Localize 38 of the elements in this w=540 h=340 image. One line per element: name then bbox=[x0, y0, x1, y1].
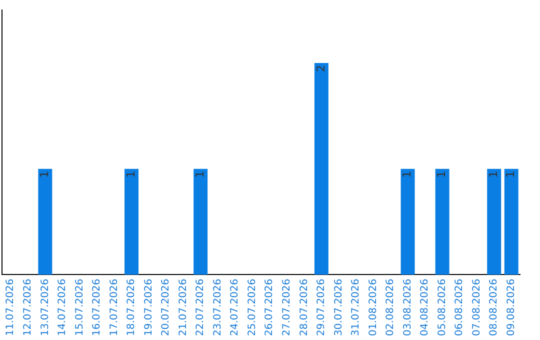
x-tick-label: 21.07.2026 bbox=[178, 278, 189, 336]
x-tick-label: 04.08.2026 bbox=[420, 278, 431, 336]
x-tick-label: 11.07.2026 bbox=[5, 278, 16, 336]
data-label: 1 bbox=[193, 170, 206, 178]
x-tick-label: 07.08.2026 bbox=[471, 278, 482, 336]
x-tick-label: 06.08.2026 bbox=[454, 278, 466, 336]
x-tick-label: 24.07.2026 bbox=[230, 278, 241, 336]
x-tick-label: 01.08.2026 bbox=[368, 278, 379, 336]
data-label: 1 bbox=[124, 170, 138, 178]
x-tick-label: 26.07.2026 bbox=[264, 278, 276, 336]
data-label: 1 bbox=[38, 170, 52, 178]
x-tick-label: 17.07.2026 bbox=[108, 278, 120, 336]
x-tick-label: 29.07.2026 bbox=[316, 278, 328, 336]
x-tick-label: 03.08.2026 bbox=[402, 278, 414, 336]
x-tick-label: 05.08.2026 bbox=[436, 278, 448, 336]
x-tick-label: 30.07.2026 bbox=[333, 278, 344, 336]
data-label: 1 bbox=[486, 170, 500, 178]
x-tick-label: 25.07.2026 bbox=[246, 278, 258, 336]
data-label: 1 bbox=[504, 170, 518, 178]
data-label: 1 bbox=[400, 170, 414, 178]
x-tick-label: 31.07.2026 bbox=[350, 278, 362, 336]
x-tick-label: 12.07.2026 bbox=[22, 278, 34, 336]
x-tick-label: 02.08.2026 bbox=[385, 278, 396, 336]
data-label: 2 bbox=[314, 64, 328, 72]
data-label: 1 bbox=[435, 170, 448, 178]
x-tick-label: 09.08.2026 bbox=[506, 278, 517, 336]
x-tick-label: 27.07.2026 bbox=[281, 278, 292, 336]
x-tick-label: 22.07.2026 bbox=[195, 278, 206, 336]
x-tick-label: 13.07.2026 bbox=[40, 278, 51, 336]
x-tick-label: 14.07.2026 bbox=[57, 278, 68, 336]
x-tick-label: 20.07.2026 bbox=[160, 278, 172, 336]
x-tick-label: 18.07.2026 bbox=[126, 278, 138, 336]
x-tick-label: 16.07.2026 bbox=[92, 278, 103, 336]
x-tick-label: 08.08.2026 bbox=[488, 278, 500, 336]
x-tick-label: 23.07.2026 bbox=[212, 278, 224, 336]
x-tick-label: 28.07.2026 bbox=[298, 278, 310, 336]
x-tick-label: 15.07.2026 bbox=[74, 278, 86, 336]
x-tick-label: 19.07.2026 bbox=[143, 278, 154, 336]
